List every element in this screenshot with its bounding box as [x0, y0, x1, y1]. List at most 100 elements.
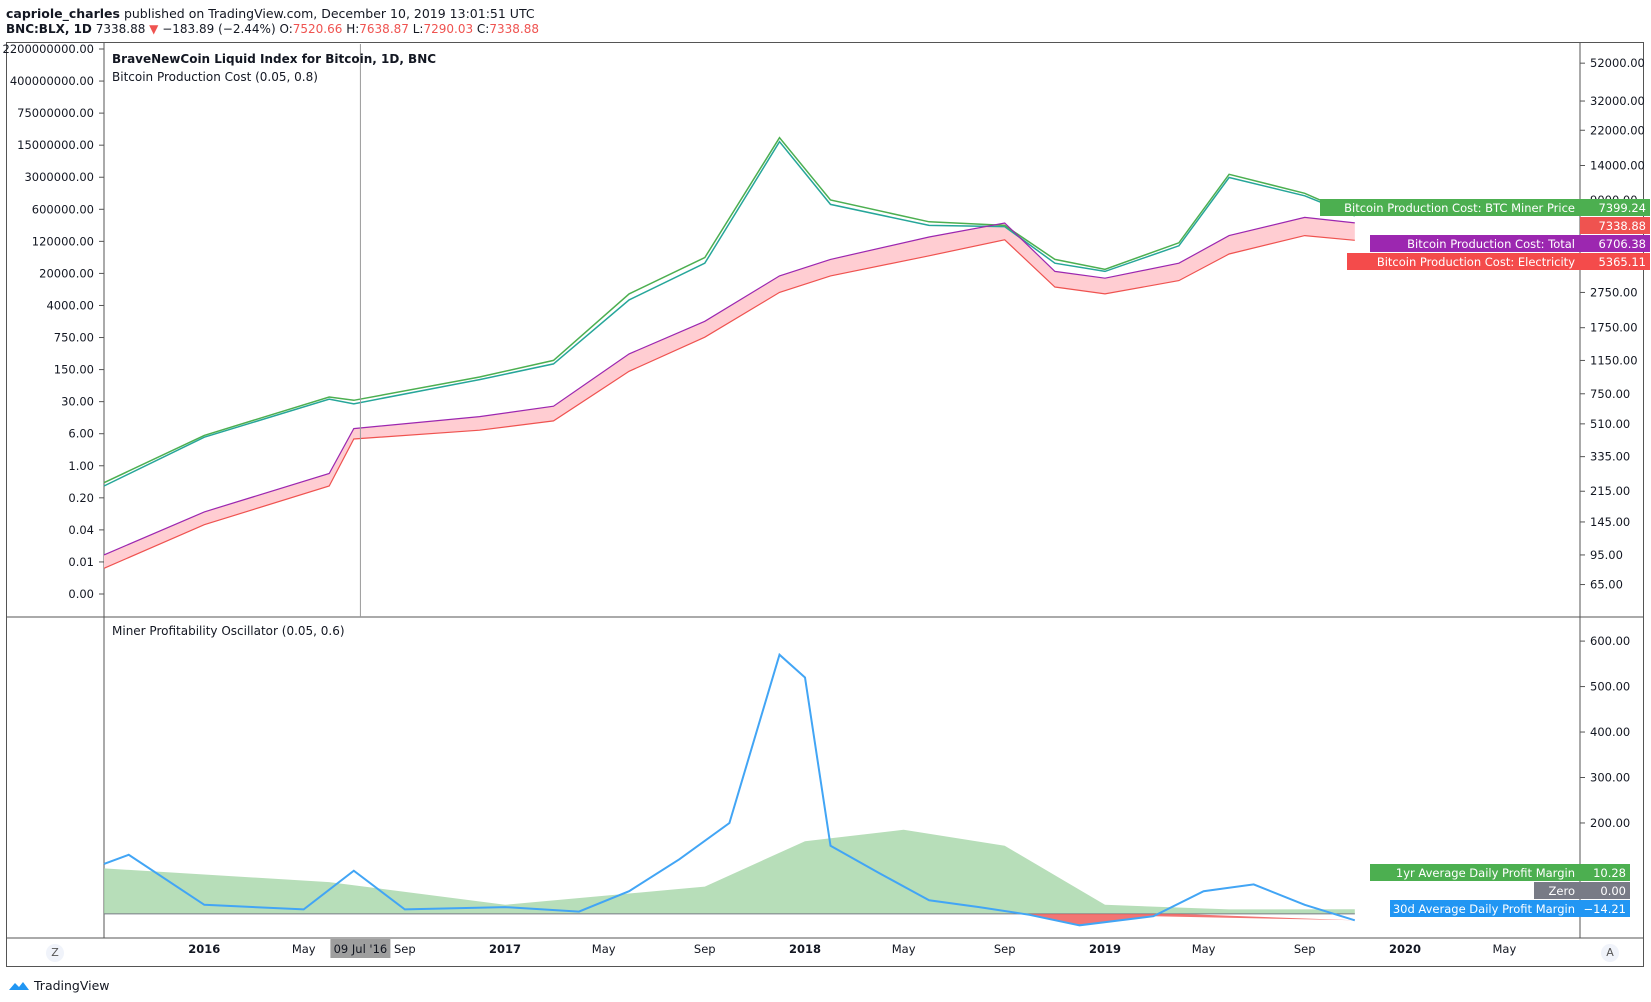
right-axis-tick-label: 145.00	[1590, 515, 1630, 529]
high-label: H:	[346, 22, 360, 36]
left-axis-tick-label: 400000000.00	[10, 74, 94, 88]
osc-label-name-box	[1390, 900, 1580, 917]
tradingview-logo-icon	[9, 981, 29, 990]
left-axis-tick-label: 6.00	[68, 427, 94, 441]
price-label-value: 5365.11	[1598, 255, 1646, 269]
right-axis-tick-label: 750.00	[1590, 387, 1630, 401]
left-axis-tick-label: 0.20	[68, 491, 94, 505]
indicator-title: Bitcoin Production Cost (0.05, 0.8)	[112, 70, 318, 84]
osc-label-name: Zero	[1549, 884, 1575, 898]
low-label: L:	[412, 22, 424, 36]
right-axis-tick-label: 22000.00	[1590, 123, 1645, 137]
right-axis-tick-label: 215.00	[1590, 484, 1630, 498]
time-axis-label: 2017	[489, 942, 521, 956]
osc-axis-tick-label: 300.00	[1590, 771, 1630, 785]
low-value: 7290.03	[423, 22, 474, 36]
publish-text: published on TradingView.com, December 1…	[123, 6, 535, 21]
price-label-value-box	[1580, 235, 1650, 252]
osc-label-value-box	[1580, 882, 1630, 899]
left-axis-tick-label: 15000000.00	[17, 138, 94, 152]
left-axis-tick-label: 150.00	[54, 363, 94, 377]
time-axis-label: Sep	[394, 942, 416, 956]
time-axis-label: 2020	[1389, 942, 1421, 956]
time-axis-label: May	[1493, 942, 1517, 956]
left-axis-tick-label: 750.00	[54, 331, 94, 345]
zoom-reset-button[interactable]: Z	[46, 944, 64, 962]
brand-name: TradingView	[34, 978, 110, 993]
price-label-name-box	[1370, 235, 1580, 252]
crosshair-date-label: 09 Jul '16	[334, 942, 388, 956]
price-label-name: Bitcoin Production Cost: Total	[1407, 237, 1575, 251]
author-name[interactable]: capriole_charles	[6, 6, 120, 21]
negative-margin-area	[1029, 913, 1355, 926]
left-axis-tick-label: 0.01	[68, 555, 94, 569]
osc-label-value-box	[1580, 900, 1630, 917]
osc-axis-tick-label: 200.00	[1590, 816, 1630, 830]
footer-brand[interactable]: TradingView	[8, 978, 110, 993]
osc-axis-tick-label: 600.00	[1590, 634, 1630, 648]
symbol-label: BNC:BLX, 1D	[6, 22, 92, 36]
time-axis-label: 2018	[789, 942, 821, 956]
chart-frame	[6, 42, 1644, 967]
right-axis-tick-label: 2750.00	[1590, 285, 1638, 299]
time-axis-label: 2016	[188, 942, 220, 956]
oscillator-title: Miner Profitability Oscillator (0.05, 0.…	[112, 624, 345, 638]
left-axis-tick-label: 0.00	[68, 587, 94, 601]
price-label-value: 6706.38	[1598, 237, 1646, 251]
time-axis-label: Sep	[994, 942, 1016, 956]
miner-price-line	[103, 136, 1356, 484]
left-axis-tick-label: 1.00	[68, 459, 94, 473]
price-label-name: Bitcoin Production Cost: BTC Miner Price	[1344, 201, 1575, 215]
time-axis-label: 2019	[1089, 942, 1121, 956]
left-axis-tick-label: 0.04	[68, 523, 94, 537]
auto-scale-button[interactable]: A	[1601, 944, 1619, 962]
close-label: C:	[476, 22, 490, 36]
left-axis-tick-label: 30.00	[61, 395, 94, 409]
price-label-value-box	[1580, 217, 1650, 234]
right-axis-tick-label: 32000.00	[1590, 94, 1645, 108]
osc-label-value: −14.21	[1583, 902, 1626, 916]
high-value: 7638.87	[359, 22, 409, 36]
left-axis-tick-label: 600000.00	[32, 202, 94, 216]
osc-label-name: 1yr Average Daily Profit Margin	[1396, 866, 1575, 880]
price-label-value-box	[1580, 253, 1650, 270]
price-label-name-box	[1347, 253, 1580, 270]
right-axis-tick-label: 510.00	[1590, 417, 1630, 431]
right-axis-tick-label: 52000.00	[1590, 56, 1645, 70]
osc-label-name-box	[1370, 864, 1580, 881]
time-axis-label: May	[892, 942, 916, 956]
btc-price-line	[103, 140, 1356, 487]
time-axis-label: Sep	[1294, 942, 1316, 956]
change-arrow-icon: ▼	[149, 22, 159, 36]
production-cost-band	[104, 217, 1355, 569]
price-label-value-box	[1580, 199, 1650, 216]
osc-axis-tick-label: 500.00	[1590, 680, 1630, 694]
time-axis-label: Sep	[694, 942, 716, 956]
yearly-profit-area	[104, 829, 1355, 914]
right-axis-tick-label: 1150.00	[1590, 353, 1638, 367]
time-axis-label: May	[1192, 942, 1216, 956]
chart-title: BraveNewCoin Liquid Index for Bitcoin, 1…	[112, 52, 436, 66]
osc-label-name-box	[1534, 882, 1580, 899]
left-axis-tick-label: 3000000.00	[24, 170, 94, 184]
osc-label-value: 0.00	[1600, 884, 1626, 898]
price-label-name-box	[1320, 199, 1580, 216]
left-axis-tick-label: 120000.00	[32, 234, 94, 248]
left-axis-tick-label: 20000.00	[39, 266, 94, 280]
price-change: −183.89 (−2.44%)	[162, 22, 276, 36]
right-axis-tick-label: 14000.00	[1590, 159, 1645, 173]
right-axis-tick-label: 65.00	[1590, 578, 1623, 592]
close-value: 7338.88	[489, 22, 539, 36]
osc-label-value-box	[1580, 864, 1630, 881]
left-axis-tick-label: 75000000.00	[17, 106, 94, 120]
left-axis-tick-label: 4000.00	[46, 298, 94, 312]
open-value: 7520.66	[292, 22, 343, 36]
osc-label-name: 30d Average Daily Profit Margin	[1393, 902, 1575, 916]
osc-label-value: 10.28	[1593, 866, 1626, 880]
right-axis-tick-label: 1750.00	[1590, 321, 1638, 335]
right-axis-tick-label: 335.00	[1590, 450, 1630, 464]
price-label-value: 7399.24	[1598, 201, 1646, 215]
last-price: 7338.88	[95, 22, 146, 36]
crosshair-date-box	[330, 939, 391, 958]
